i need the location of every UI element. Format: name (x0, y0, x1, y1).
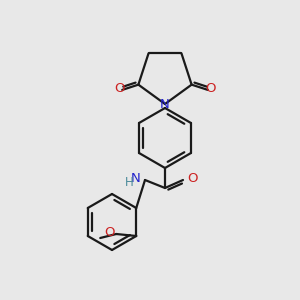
Text: H: H (125, 176, 134, 190)
Text: O: O (187, 172, 197, 185)
Text: N: N (160, 98, 170, 110)
Text: O: O (206, 82, 216, 95)
Text: O: O (105, 226, 115, 239)
Text: N: N (131, 172, 141, 185)
Text: O: O (114, 82, 124, 95)
